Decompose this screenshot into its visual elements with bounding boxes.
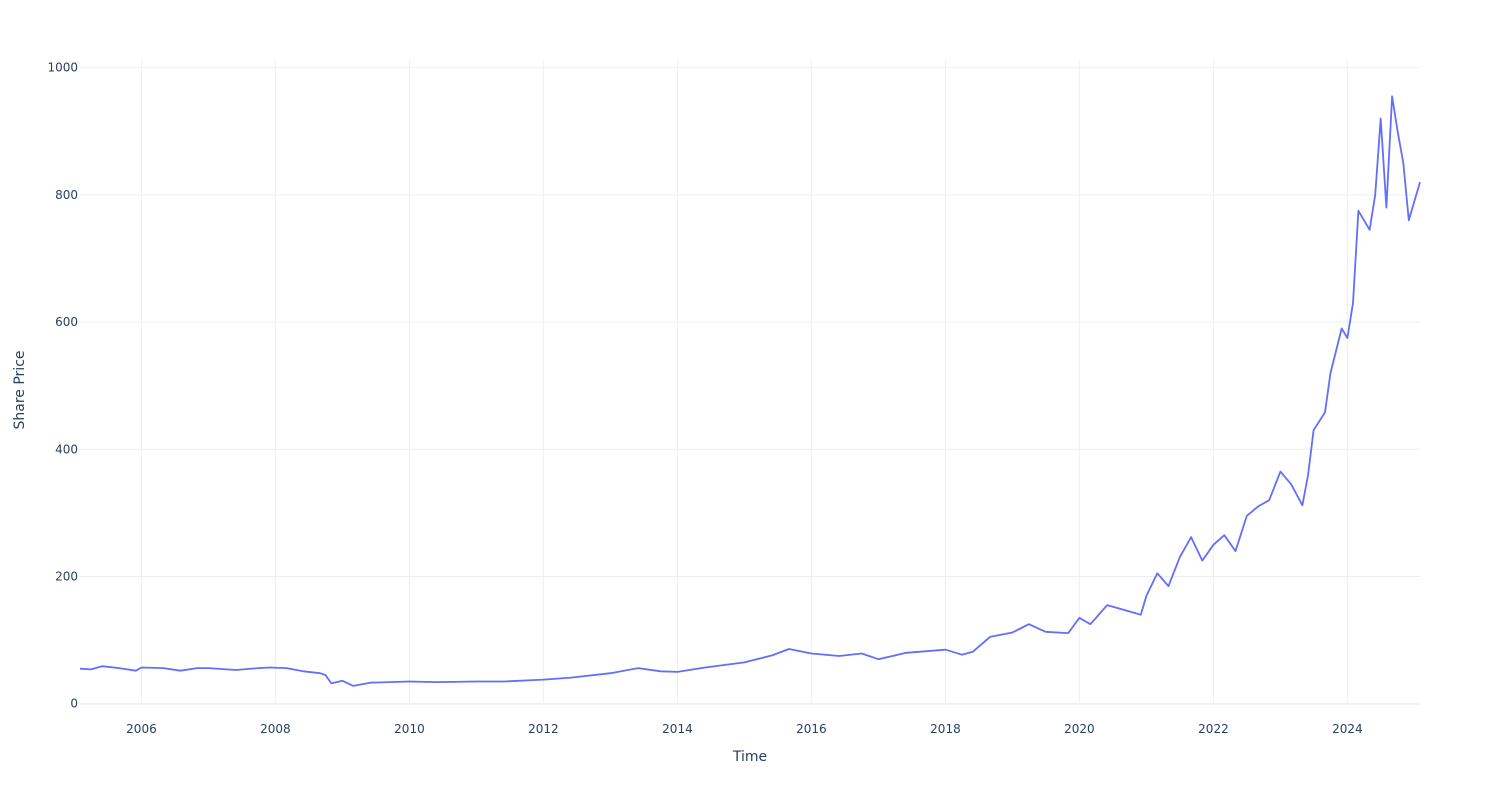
y-tick-label: 600 [55,315,78,329]
y-tick-label: 1000 [47,61,78,75]
y-tick-label: 400 [55,442,78,456]
x-tick-label: 2008 [260,722,291,736]
x-tick-label: 2006 [126,722,157,736]
x-tick-label: 2020 [1064,722,1095,736]
grid [80,60,1420,705]
series-line [79,95,1421,687]
y-tick-label: 0 [70,697,78,711]
x-tick-label: 2010 [394,722,425,736]
x-tick-label: 2024 [1332,722,1363,736]
y-tick-label: 800 [55,188,78,202]
x-tick-label: 2012 [528,722,559,736]
x-tick-label: 2022 [1198,722,1229,736]
x-tick-label: 2014 [662,722,693,736]
y-axis-title: Share Price [12,350,28,429]
y-tick-label: 200 [55,570,78,584]
series-layer [79,95,1421,687]
x-axis-title: Time [732,749,767,765]
tick-labels: 2006 2008 2010 2012 2014 2016 2018 2020 2022 2024… [47,61,1362,736]
x-tick-label: 2016 [796,722,827,736]
x-tick-label: 2018 [930,722,961,736]
